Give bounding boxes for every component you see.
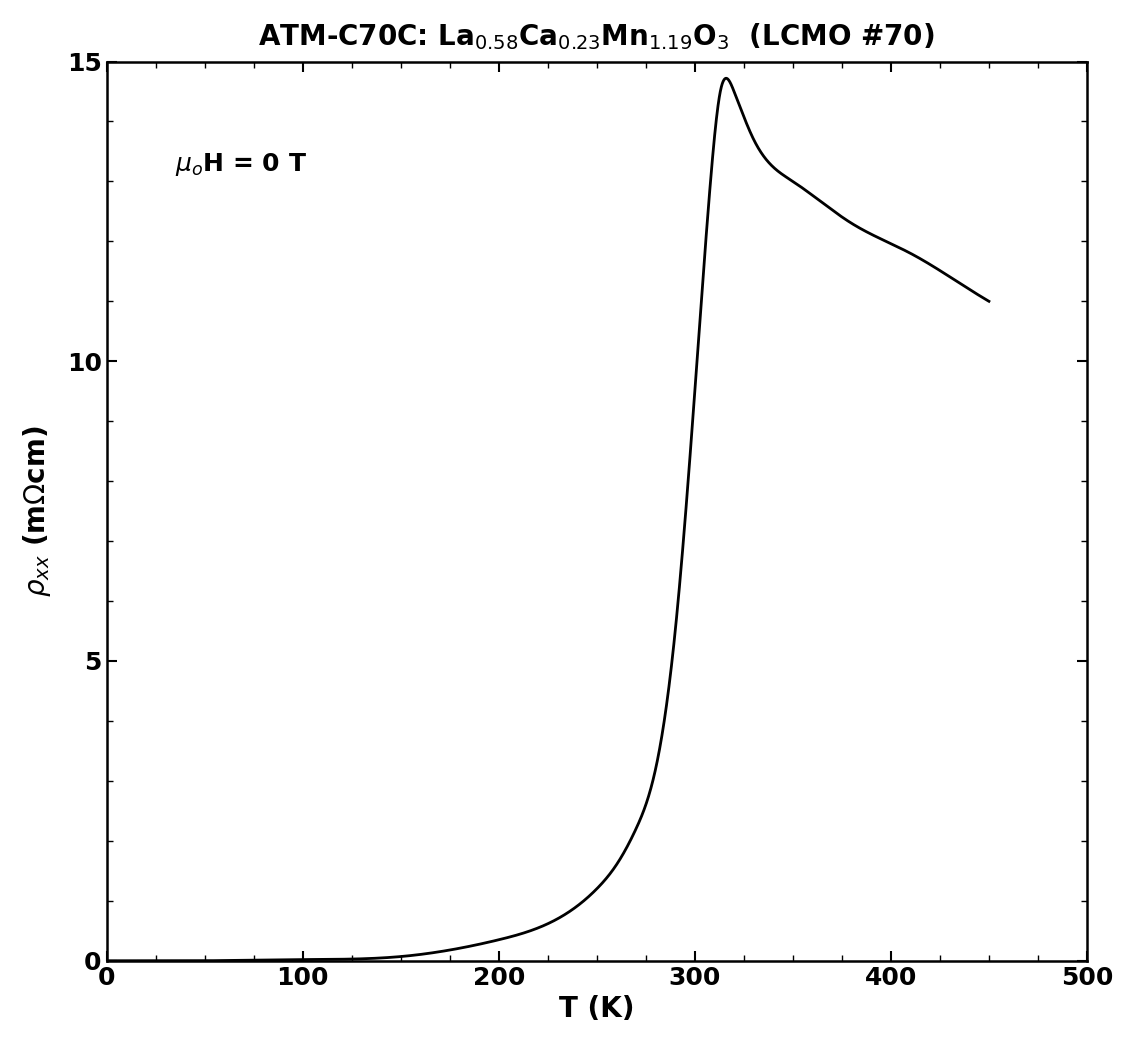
X-axis label: T (K): T (K) (559, 995, 635, 1023)
Text: $\mu_o$H = 0 T: $\mu_o$H = 0 T (176, 151, 307, 179)
Title: ATM-C70C: La$_{0.58}$Ca$_{0.23}$Mn$_{1.19}$O$_3$  (LCMO #70): ATM-C70C: La$_{0.58}$Ca$_{0.23}$Mn$_{1.1… (259, 21, 936, 51)
Y-axis label: $\rho_{xx}$ (m$\Omega$cm): $\rho_{xx}$ (m$\Omega$cm) (20, 425, 53, 597)
